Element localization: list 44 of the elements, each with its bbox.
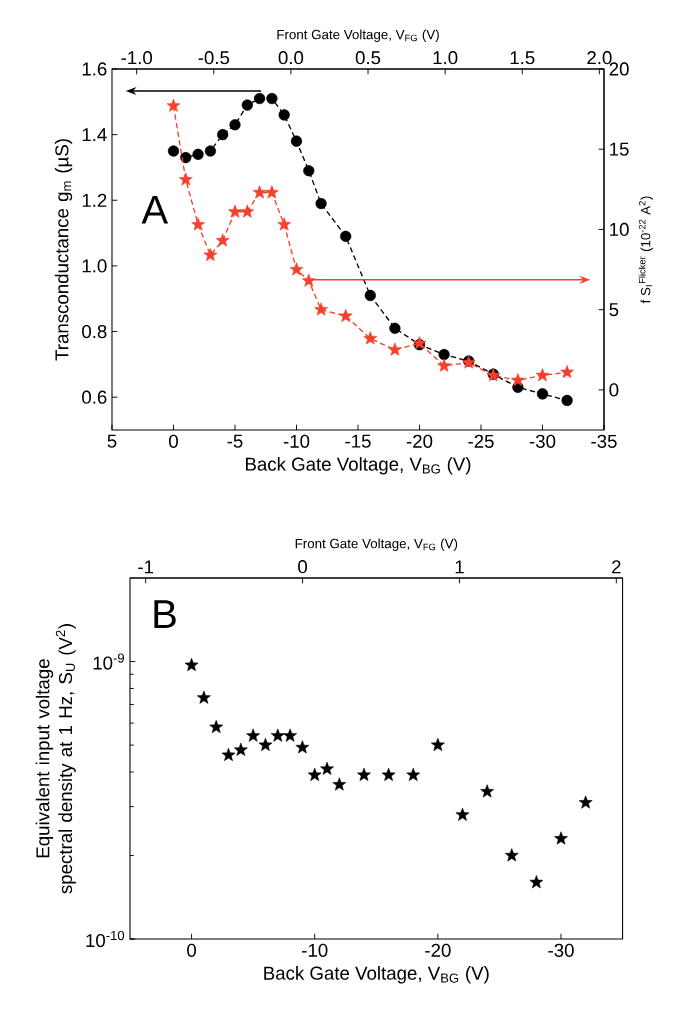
x2-tick-label: 1.5 bbox=[510, 51, 535, 65]
y2-tick-label: 0 bbox=[609, 383, 619, 397]
x2-tick-label: 0.5 bbox=[355, 51, 381, 65]
y-tick-label: 0.8 bbox=[82, 324, 107, 339]
y2-tick-label: 15 bbox=[610, 142, 629, 156]
x2-tick-label: 2 bbox=[612, 560, 621, 574]
x2-tick-label: 1 bbox=[455, 560, 464, 574]
x-tick-label: -25 bbox=[468, 434, 494, 448]
x-tick-label: -15 bbox=[345, 434, 371, 448]
x2-axis-title: Front Gate Voltage, V$_{FG}$ (V) bbox=[277, 29, 439, 42]
annotation: B bbox=[154, 600, 176, 628]
y-axis-title: Transconductance g$_{m}$ (µS) bbox=[54, 139, 73, 361]
x-axis-title: Back Gate Voltage, V$_{BG}$ (V) bbox=[264, 966, 489, 984]
x2-tick-label: -1 bbox=[138, 560, 154, 574]
x2-tick-label: 1.0 bbox=[433, 51, 458, 65]
x-tick-label: -20 bbox=[406, 434, 433, 448]
x-tick-label: 0 bbox=[187, 943, 197, 957]
y2-axis-title: f S$_{I}$$^{Flicker}$ (10$^{-22}$ A$^{2}$) bbox=[638, 196, 653, 304]
y-tick-label: 10$^{-9}$ bbox=[93, 653, 124, 670]
y-tick-label: 1.2 bbox=[82, 193, 107, 207]
y2-tick-label: 10 bbox=[610, 222, 629, 237]
x-tick-label: 0 bbox=[169, 434, 178, 448]
y-tick-label: 1.6 bbox=[82, 62, 107, 76]
x2-tick-label: 0.0 bbox=[278, 51, 304, 65]
x2-tick-label: -1.0 bbox=[121, 51, 153, 65]
y-tick-label: 1.4 bbox=[82, 128, 107, 142]
x-tick-label: -30 bbox=[548, 943, 574, 957]
y-tick-label: 1.0 bbox=[82, 259, 107, 273]
annotation: A bbox=[141, 196, 169, 224]
x-axis-title: Back Gate Voltage, V$_{BG}$ (V) bbox=[245, 457, 471, 475]
y-tick-label: 10$^{-10}$ bbox=[86, 930, 125, 948]
x2-tick-label: -0.5 bbox=[198, 51, 230, 65]
x-tick-label: -20 bbox=[425, 943, 451, 957]
x-tick-label: -30 bbox=[529, 434, 556, 448]
x-tick-label: -10 bbox=[302, 943, 328, 957]
x2-tick-label: 0 bbox=[298, 560, 308, 574]
y-tick-label: 0.6 bbox=[82, 390, 107, 404]
x-tick-label: -35 bbox=[591, 434, 617, 448]
y-axis-title: Equivalent input voltage spectral density at 1 Hz, S$_{U}$ (V$^{2}$) bbox=[35, 624, 76, 894]
x-tick-label: -10 bbox=[283, 434, 310, 448]
y2-tick-label: 5 bbox=[609, 303, 619, 317]
x-tick-label: -5 bbox=[227, 434, 243, 448]
x2-axis-title: Front Gate Voltage, V$_{FG}$ (V) bbox=[295, 538, 458, 551]
x-tick-label: 5 bbox=[107, 434, 117, 448]
